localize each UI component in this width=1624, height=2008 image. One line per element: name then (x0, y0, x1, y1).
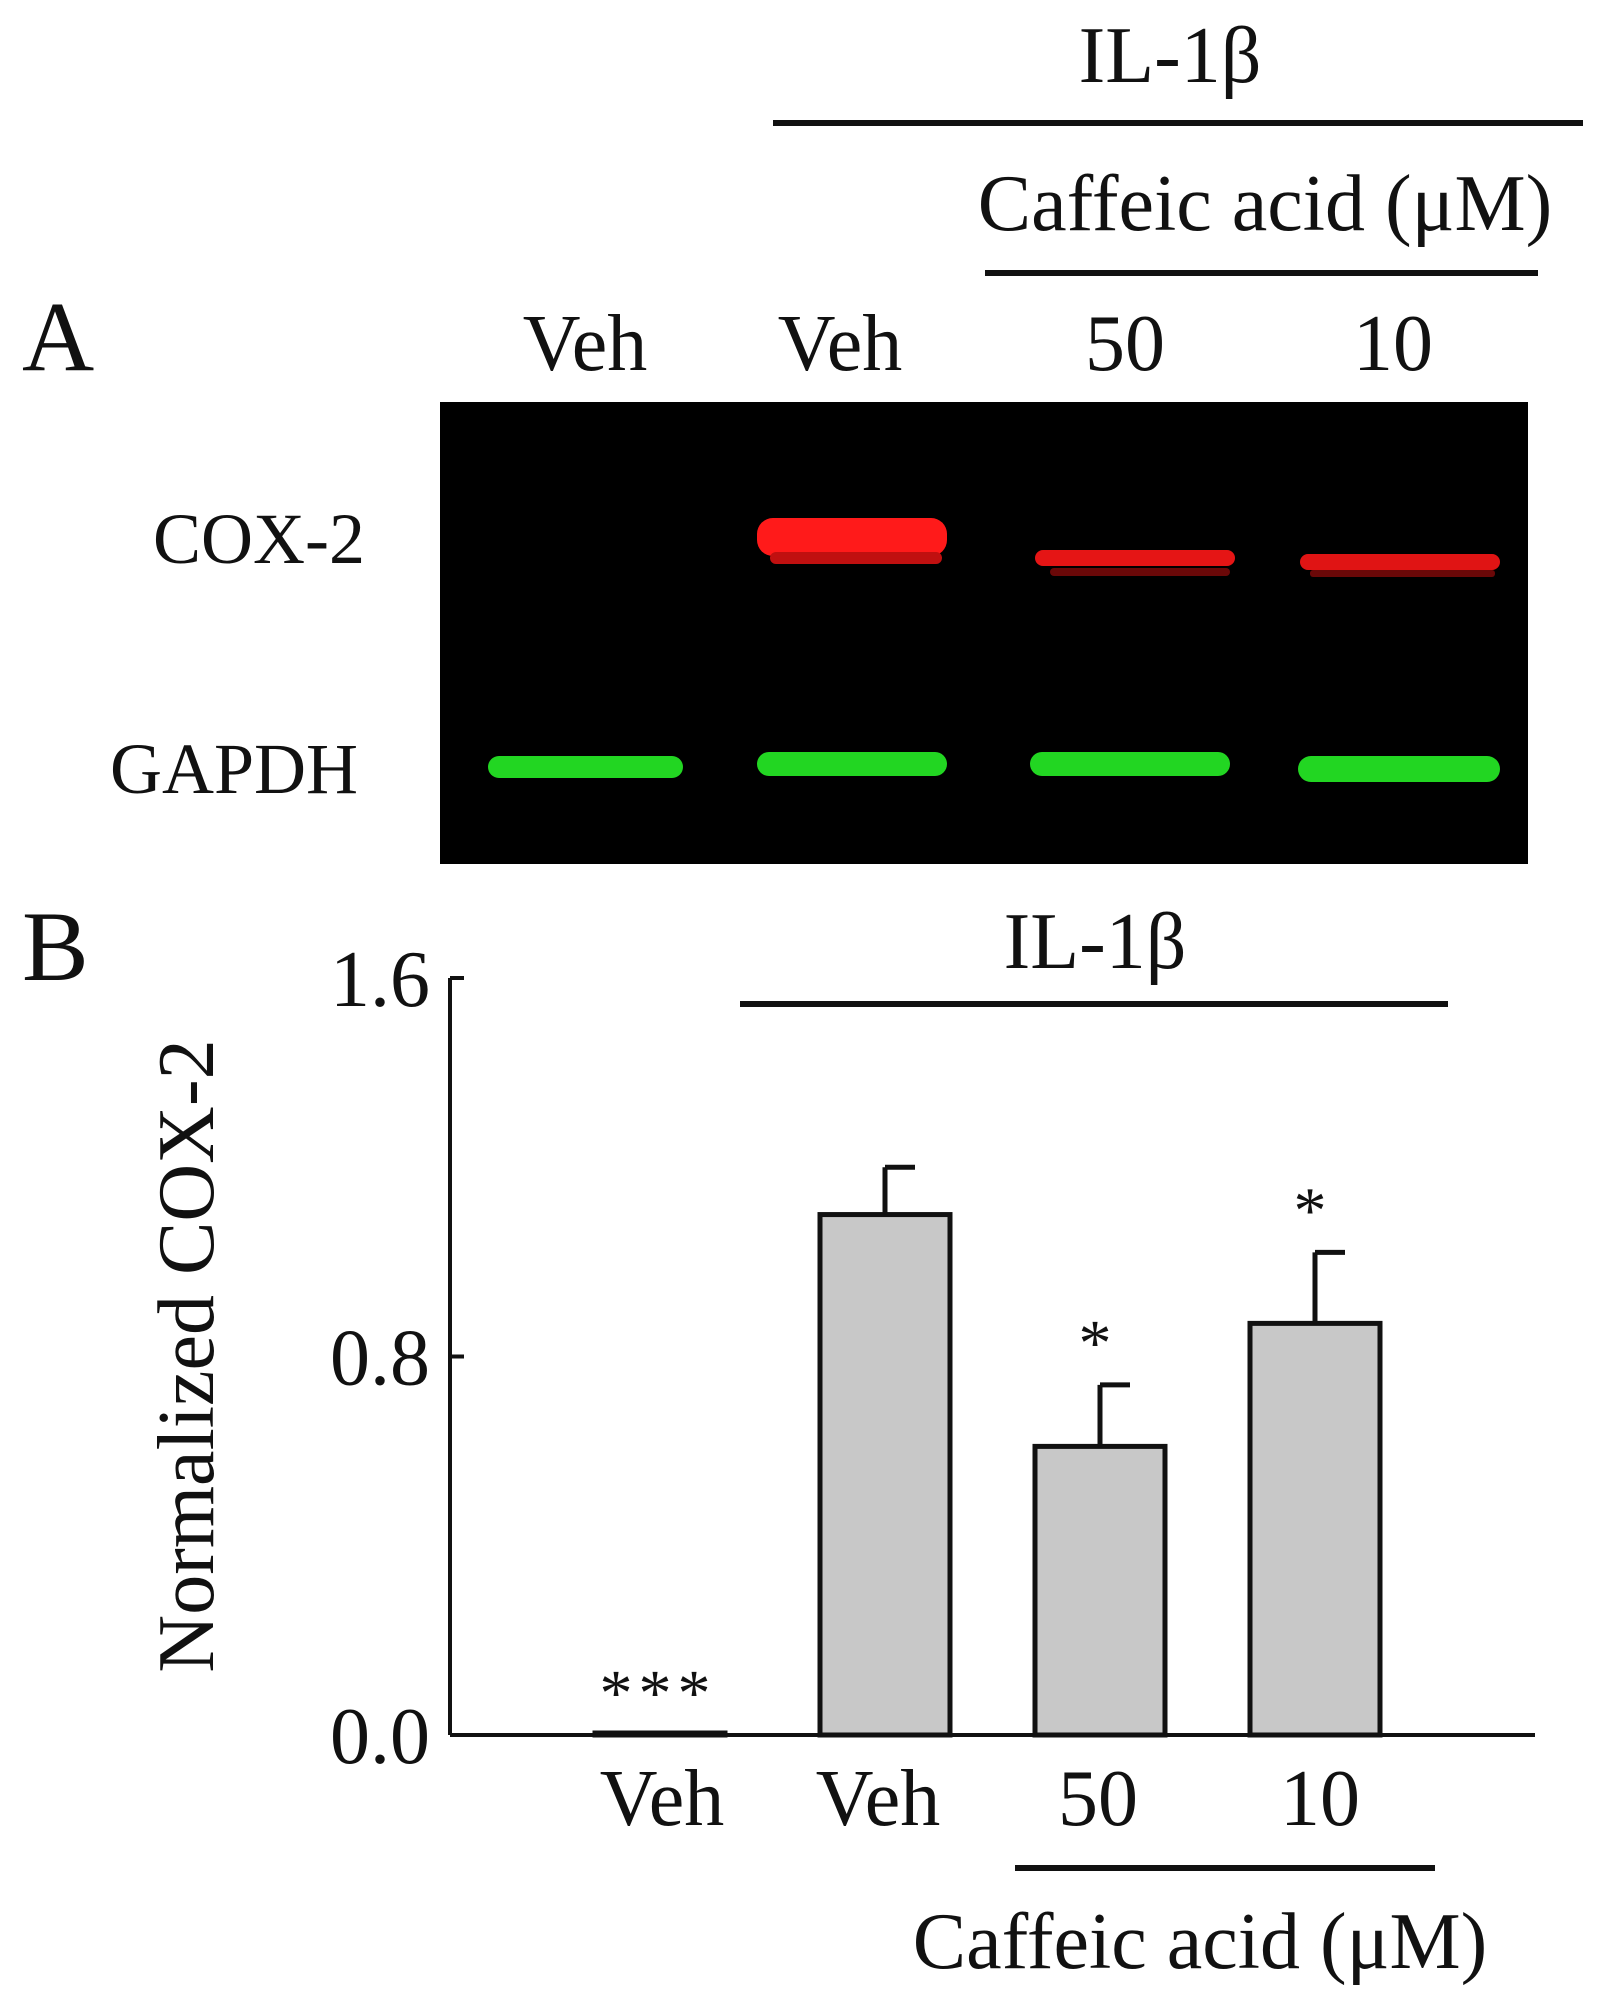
gapdh-band-lane-2 (757, 752, 947, 776)
bar-0 (592, 1730, 728, 1738)
gapdh-band-lane-3 (1030, 752, 1230, 776)
chart-area: 0.00.81.6 ***** Veh Veh 50 10 (330, 936, 1535, 1843)
western-blot-image (440, 402, 1528, 864)
x-tick-label-1: Veh (816, 1755, 940, 1843)
cox2-band-lane-4 (1300, 554, 1500, 570)
cox2-band-lane-3 (1035, 550, 1235, 566)
cox2-band-lane-2 (757, 518, 947, 556)
lane-label-1: Veh (523, 300, 647, 388)
panel-a-label: A (22, 281, 94, 392)
lane-label-2: Veh (778, 300, 902, 388)
row-label-cox2: COX-2 (153, 499, 365, 579)
bars: ***** (592, 1164, 1383, 1738)
bar-1 (817, 1212, 953, 1738)
significance-0: *** (600, 1657, 717, 1730)
bar-2 (1032, 1443, 1168, 1738)
row-label-gapdh: GAPDH (110, 729, 358, 809)
lane-label-3: 50 (1085, 300, 1165, 388)
x-tick-label-0: Veh (600, 1755, 724, 1843)
panel-a-drug-label: Caffeic acid (μM) (978, 160, 1553, 248)
significance-2: * (1079, 1307, 1118, 1380)
panel-b-treatment-label: IL-1β (1004, 898, 1187, 986)
cox2-band-lane-3-lower (1050, 568, 1230, 576)
y-tick-label-1: 0.8 (330, 1315, 430, 1403)
x-tick-label-2: 50 (1058, 1755, 1138, 1843)
cox2-band-lane-4-lower (1310, 570, 1495, 577)
panel-a-treatment-label: IL-1β (1079, 12, 1262, 100)
y-ticks: 0.0 0.8 1.6 (330, 936, 464, 1781)
bar-3 (1247, 1320, 1383, 1738)
x-tick-label-3: 10 (1280, 1755, 1360, 1843)
y-axis-label: Normalized COX-2 (143, 1039, 231, 1672)
y-tick-label-0: 0.0 (330, 1693, 430, 1781)
gapdh-band-lane-1 (488, 756, 683, 778)
panel-b-drug-label: Caffeic acid (μM) (913, 1898, 1488, 1986)
y-tick-label-2: 1.6 (330, 936, 430, 1024)
significance-3: * (1294, 1174, 1333, 1247)
x-tick-labels: Veh Veh 50 10 (600, 1755, 1360, 1843)
lane-label-4: 10 (1353, 300, 1433, 388)
panel-b-label: B (22, 891, 89, 1002)
cox2-band-lane-2-lower (770, 552, 942, 564)
blot-background (440, 402, 1528, 864)
gapdh-band-lane-4 (1298, 756, 1500, 782)
